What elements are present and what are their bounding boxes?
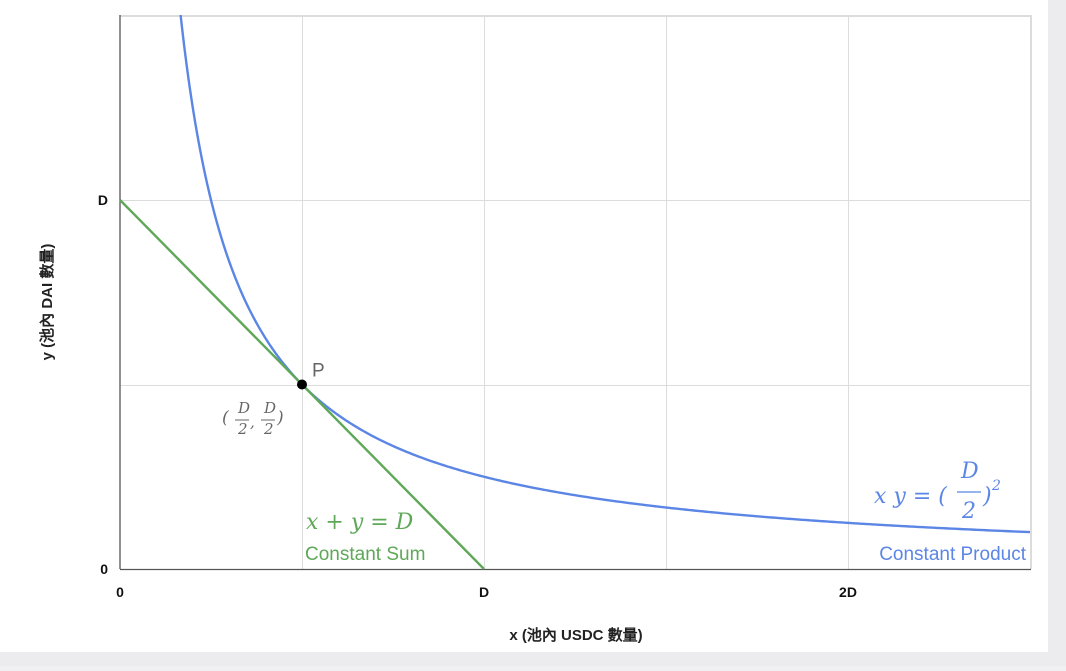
constant-product-equation: x y = (D2) 2: [874, 459, 1001, 524]
x-tick-label: 0: [116, 584, 124, 600]
coord-open-paren: (: [222, 408, 229, 428]
constant-sum-equation: x + y = D: [306, 510, 414, 535]
coord-denominator: 2: [237, 420, 248, 438]
y-axis-title: y (池內 DAI 數量): [38, 244, 56, 361]
page-margin-bottom: [0, 652, 1066, 666]
coord-numerator: D: [237, 399, 250, 417]
constant-product-curve: [179, 14, 1031, 534]
point-p-marker: [297, 379, 307, 390]
equation-frac-numerator: D: [960, 459, 979, 484]
coord-close-paren: ): [276, 408, 284, 428]
coord-separator: ,: [250, 413, 255, 431]
equation-frac-denominator: 2: [961, 499, 976, 524]
x-tick-label: 2D: [839, 584, 857, 600]
series-layer: [119, 14, 1031, 570]
point-p-label: P: [312, 361, 325, 382]
equation-main: x y = (: [874, 484, 947, 509]
y-tick-label: 0: [100, 561, 108, 577]
gridlines: [120, 15, 1032, 569]
constant-product-label: Constant Product: [879, 544, 1027, 565]
constant-sum-label: Constant Sum: [305, 544, 425, 565]
x-tick-label: D: [479, 584, 489, 600]
equation-exponent: 2: [991, 478, 1001, 494]
axes: [119, 15, 1031, 571]
y-tick-label: D: [98, 192, 108, 208]
chart-background: [0, 0, 1048, 652]
x-axis-title: x (池內 USDC 數量): [509, 626, 642, 644]
point-p-coordinates: (D2 ,D2): [222, 399, 284, 438]
coord-numerator: D: [263, 399, 276, 417]
coord-denominator: 2: [263, 420, 274, 438]
page-margin-right: [1048, 0, 1066, 666]
equation-tail: ): [982, 484, 992, 509]
